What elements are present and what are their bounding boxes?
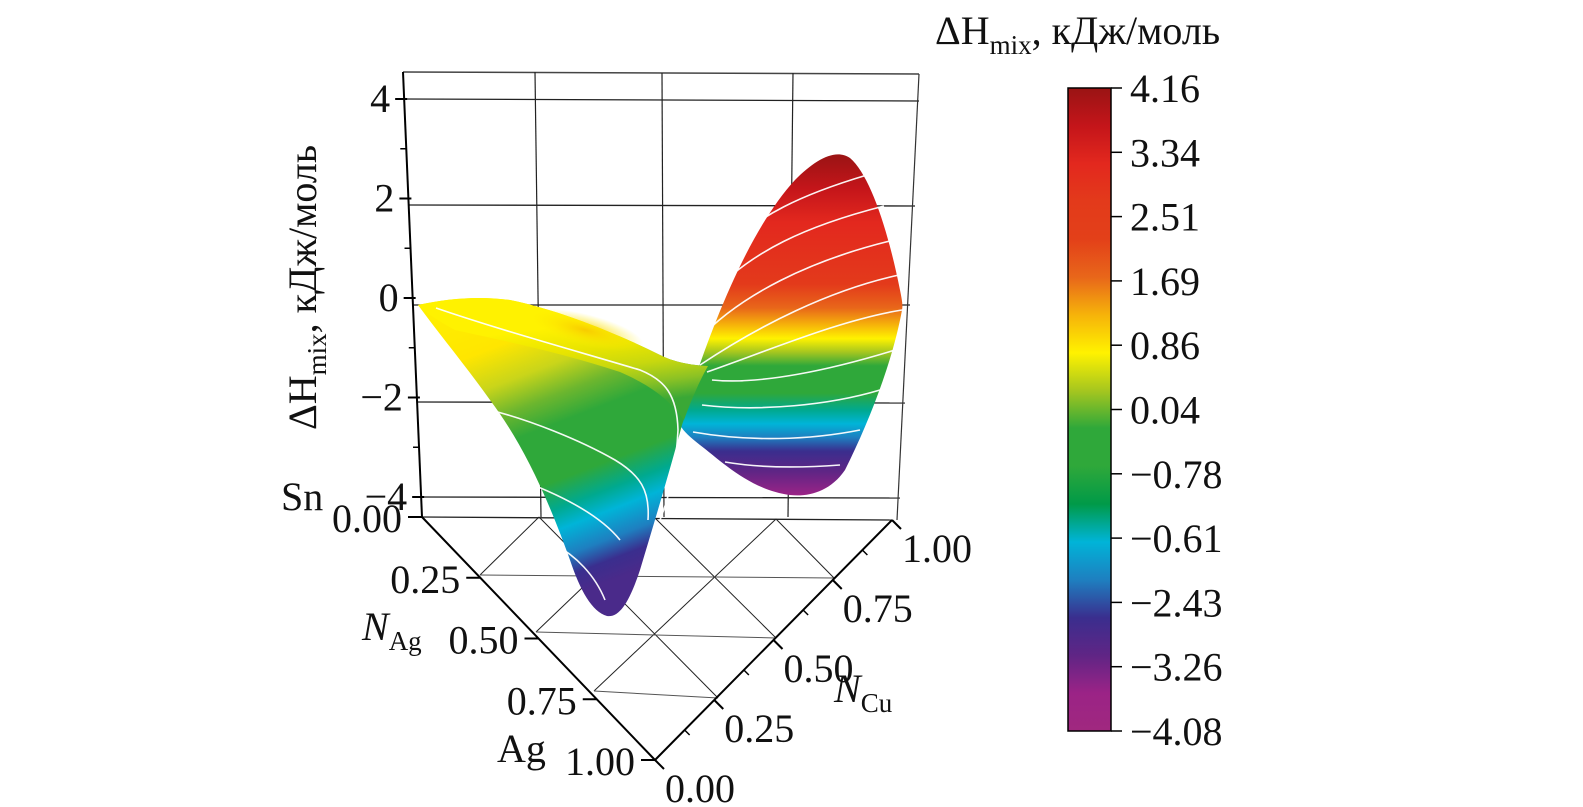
- ag-axis: 0.00 0.25 0.50 0.75 1.00 NAg Ag: [332, 496, 656, 784]
- colorbar-tick-label: −4.08: [1130, 709, 1223, 754]
- cu-minor-tick: [743, 669, 750, 676]
- contour-line: [692, 429, 861, 440]
- corner-label-ag: Ag: [497, 726, 546, 771]
- colorbar-gradient: [1067, 87, 1112, 732]
- cu-tick-mark: [654, 759, 665, 770]
- colorbar-tick-label: −0.78: [1130, 452, 1223, 497]
- floor-grid-line: [479, 516, 540, 576]
- colorbar-tick-label: 4.16: [1130, 66, 1200, 111]
- colorbar: ΔHmix, кДж/моль 4.16 3.34 2.51 1.69 0.86 0.04…: [935, 8, 1223, 754]
- z-axis-title: ΔHmix, кДж/моль: [280, 145, 332, 430]
- floor-grid-line: [593, 518, 777, 692]
- cu-tick-label: 0.75: [843, 586, 913, 631]
- z-axis: 4 2 0 −2 −4 ΔHmix, кДж/моль Sn: [280, 71, 425, 519]
- colorbar-tick-label: −0.61: [1130, 516, 1223, 561]
- ag-axis-title: NAg: [361, 604, 422, 656]
- floor-grid-line: [593, 690, 719, 699]
- corner-label-sn: Sn: [281, 474, 323, 519]
- contour-line: [705, 205, 885, 301]
- cu-tick-mark: [832, 579, 843, 590]
- contour-line: [697, 239, 895, 341]
- cu-tick-mark: [891, 519, 902, 530]
- ag-tick-label: 0.50: [449, 618, 519, 663]
- cu-minor-tick: [861, 549, 868, 556]
- floor-back-edge: [421, 516, 893, 521]
- z-grid-line: [403, 98, 920, 102]
- back-wall-right-edge: [896, 73, 920, 521]
- floor-grid-line: [479, 574, 835, 579]
- contour-line: [554, 544, 606, 601]
- contour-line: [724, 461, 841, 468]
- floor-grid-line: [775, 518, 835, 579]
- ag-tick-label: 0.00: [332, 496, 402, 541]
- cu-tick-mark: [772, 639, 784, 650]
- surface-orange-spot: [526, 308, 644, 352]
- contour-line: [489, 409, 650, 521]
- cu-tick-mark: [713, 699, 724, 710]
- z-tick-label: −4: [365, 474, 408, 519]
- colorbar-tick-label: −2.43: [1130, 580, 1223, 625]
- contour-line: [711, 349, 896, 382]
- surface-left-upper-face: [418, 297, 708, 420]
- ag-tick-label: 0.25: [390, 557, 460, 602]
- contour-line: [706, 309, 903, 373]
- colorbar-tick-label: 0.04: [1130, 388, 1200, 433]
- z-tick-label: 4: [370, 76, 390, 121]
- z-tick-label: 2: [374, 176, 394, 221]
- cu-minor-tick: [802, 609, 809, 616]
- cu-axis: 0.00 0.25 0.50 0.75 1.00 NCu: [654, 519, 972, 807]
- cu-tick-label: 0.25: [724, 706, 794, 751]
- floor-grid-line: [654, 517, 777, 639]
- colorbar-title: ΔHmix, кДж/моль: [935, 8, 1220, 60]
- cu-tick-label: 1.00: [902, 526, 972, 571]
- contour-line: [721, 174, 868, 251]
- z-axis-line: [402, 71, 423, 518]
- colorbar-tick-label: 3.34: [1130, 130, 1200, 175]
- z-tick-label: 0: [379, 275, 399, 320]
- cu-tick-label: 0.50: [784, 646, 854, 691]
- colorbar-tick-label: 1.69: [1130, 259, 1200, 304]
- back-wall-top-edge: [402, 71, 920, 75]
- cu-tick-label: 0.00: [665, 766, 735, 807]
- contour-lines: [435, 174, 903, 601]
- cu-minor-tick: [684, 729, 691, 736]
- enthalpy-surface: [418, 154, 903, 617]
- surface-right-lobe: [680, 154, 903, 496]
- contour-line: [701, 389, 881, 409]
- contour-line: [522, 480, 621, 541]
- floor-grid-line: [535, 631, 777, 639]
- cu-axis-title: NCu: [833, 666, 893, 718]
- contour-line: [699, 274, 900, 366]
- ag-tick-label: 1.00: [565, 739, 635, 784]
- ag-tick-label: 0.75: [507, 678, 577, 723]
- colorbar-tick-label: −3.26: [1130, 645, 1223, 690]
- colorbar-tick-label: 2.51: [1130, 195, 1200, 240]
- z-tick-label: −2: [360, 375, 403, 420]
- colorbar-tick-label: 0.86: [1130, 323, 1200, 368]
- contour-line: [435, 307, 679, 521]
